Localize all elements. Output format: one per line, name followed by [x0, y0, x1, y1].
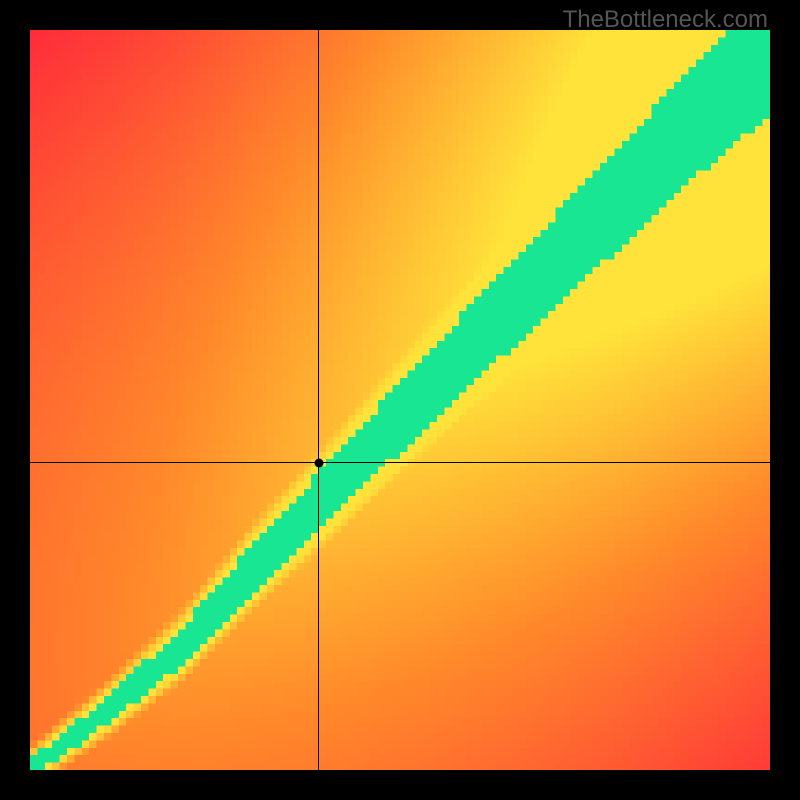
marker-point: [314, 458, 323, 467]
plot-area: [30, 30, 770, 770]
heatmap-canvas: [30, 30, 770, 770]
crosshair-vertical: [318, 30, 319, 800]
watermark-text: TheBottleneck.com: [563, 6, 768, 34]
chart-container: TheBottleneck.com: [0, 0, 800, 800]
crosshair-horizontal: [30, 462, 770, 463]
